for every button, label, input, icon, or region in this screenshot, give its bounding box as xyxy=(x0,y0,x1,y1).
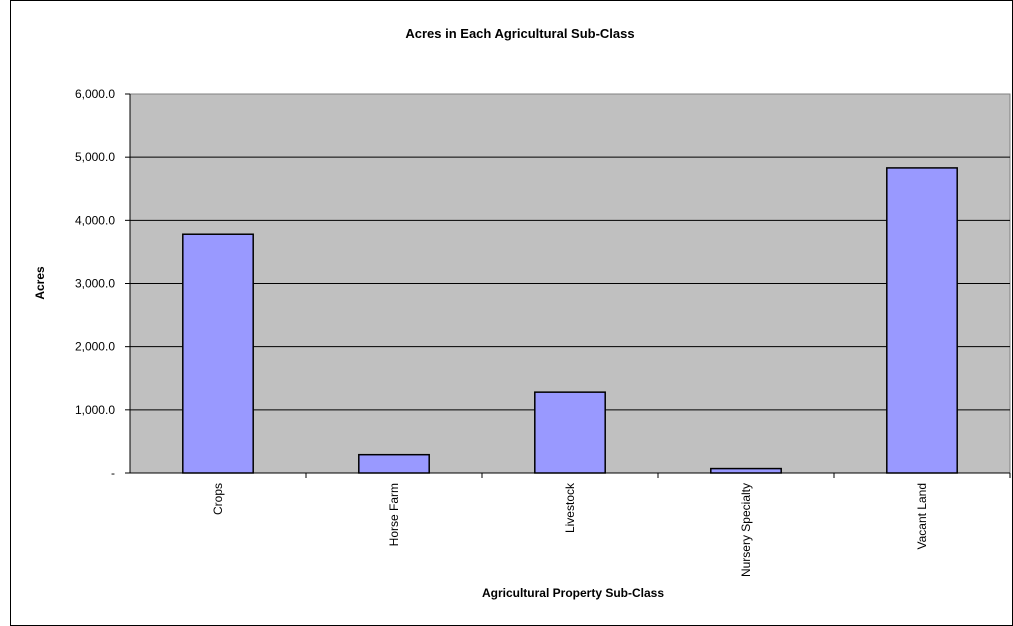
bar-livestock xyxy=(534,391,606,474)
bar-crops xyxy=(182,233,254,474)
x-tick-label: Livestock xyxy=(563,482,577,533)
bar-horse-farm xyxy=(358,453,430,474)
x-tick-label: Crops xyxy=(211,483,225,515)
y-tick-label: 2,000.0 xyxy=(75,340,115,354)
gridlines xyxy=(130,156,1010,411)
y-tick-label: 1,000.0 xyxy=(75,403,115,417)
y-tick-label: - xyxy=(111,466,115,480)
y-tick-label: 4,000.0 xyxy=(75,213,115,227)
x-axis-label: Agricultural Property Sub-Class xyxy=(482,586,664,600)
x-tick-label: Horse Farm xyxy=(387,483,401,546)
y-tick-label: 6,000.0 xyxy=(75,87,115,101)
chart-title: Acres in Each Agricultural Sub-Class xyxy=(405,26,634,41)
bars xyxy=(182,167,958,474)
x-tick-label: Nursery Specialty xyxy=(739,483,753,577)
y-axis-ticks: - 1,000.0 2,000.0 3,000.0 4,000.0 5,000.0 6,00… xyxy=(75,87,130,480)
x-axis-ticks: Crops Horse Farm Livestock Nursery Specialt… xyxy=(211,473,1011,577)
y-tick-label: 3,000.0 xyxy=(75,277,115,291)
bar-vacant-land xyxy=(886,167,958,474)
y-tick-label: 5,000.0 xyxy=(75,150,115,164)
bar-nursery-specialty xyxy=(710,467,782,474)
y-axis-label: Acres xyxy=(33,266,47,300)
x-tick-label: Vacant Land xyxy=(915,483,929,550)
